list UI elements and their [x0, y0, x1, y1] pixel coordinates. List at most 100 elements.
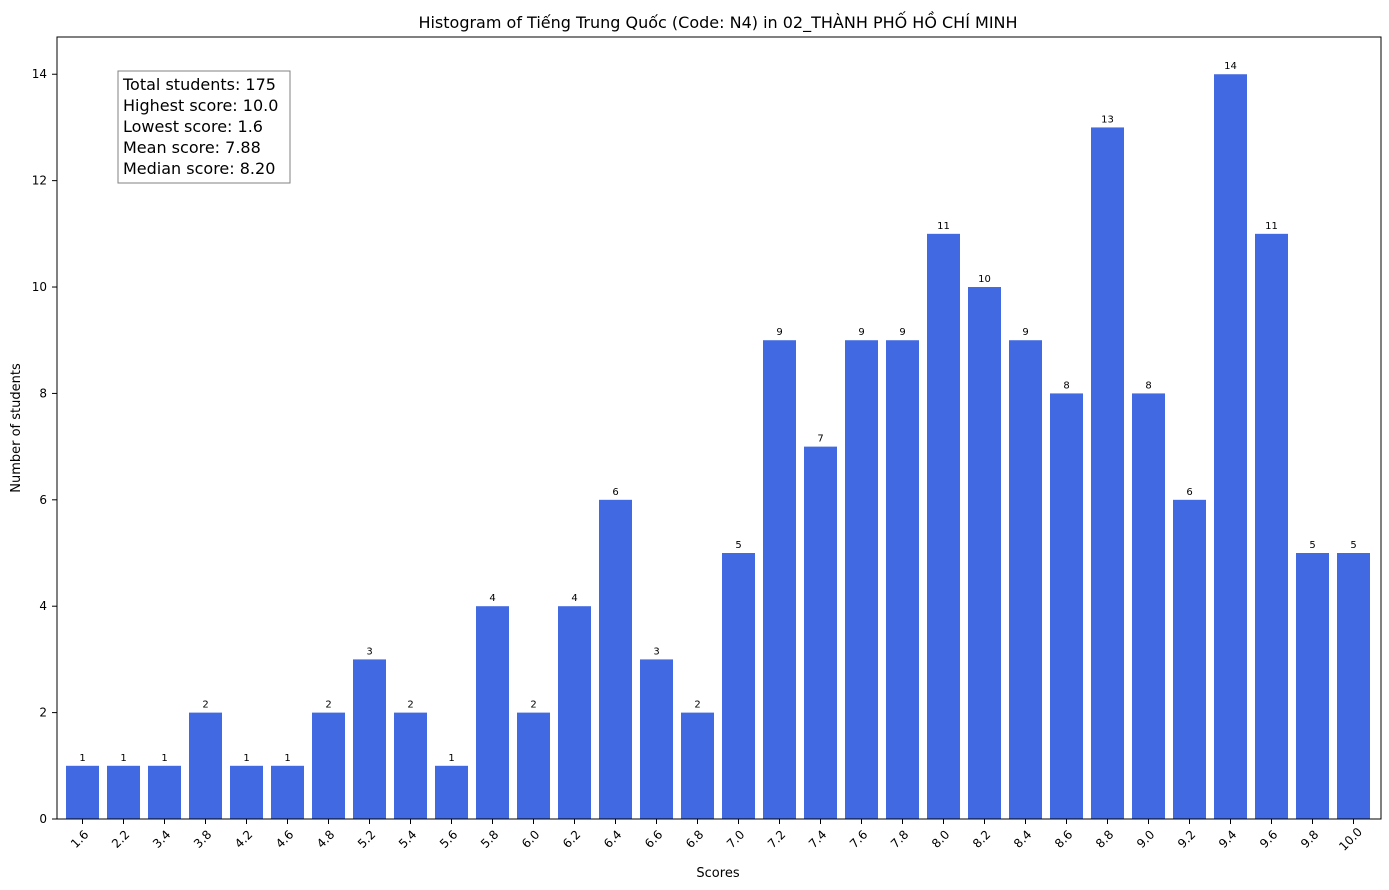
bar-9.2	[1173, 499, 1206, 819]
bar-7.6	[845, 340, 878, 819]
data-label-9.2: 6	[1186, 487, 1192, 498]
bar-10.0	[1337, 553, 1370, 819]
bar-4.2	[230, 765, 263, 819]
data-label-6.2: 4	[571, 593, 577, 604]
data-label-10.0: 5	[1350, 540, 1356, 551]
bar-3.4	[148, 765, 181, 819]
bar-8.2	[968, 287, 1001, 819]
y-tick-label: 6	[39, 493, 47, 507]
data-label-5.8: 4	[489, 593, 495, 604]
x-tick-label: 3.8	[191, 827, 214, 850]
x-tick-label: 6.0	[519, 827, 542, 850]
stats-box: Total students: 175 Highest score: 10.0 …	[117, 70, 291, 184]
bar-6.2	[558, 606, 591, 819]
bar-6.4	[599, 499, 632, 819]
bar-6.8	[681, 712, 714, 819]
x-tick-label: 7.8	[888, 827, 911, 850]
y-axis: 0 2 4 6 8 10 12 14	[32, 67, 57, 826]
x-axis-title: Scores	[696, 866, 739, 881]
bar-7.0	[722, 553, 755, 819]
bar-4.8	[312, 712, 345, 819]
data-label-8.2: 10	[978, 274, 991, 285]
data-label-7.2: 9	[776, 327, 782, 338]
bar-8.6	[1050, 393, 1083, 819]
bar-3.8	[189, 712, 222, 819]
x-tick-label: 4.6	[273, 827, 296, 850]
data-label-9.4: 14	[1224, 61, 1237, 72]
x-tick-label: 6.2	[560, 827, 583, 850]
y-tick-label: 10	[32, 280, 47, 294]
data-label-8.6: 8	[1063, 380, 1069, 391]
y-tick-label: 14	[32, 67, 47, 81]
x-tick-label: 4.2	[232, 827, 255, 850]
bar-5.4	[394, 712, 427, 819]
stats-total-students: Total students: 175	[122, 75, 276, 94]
bar-9.4	[1214, 74, 1247, 819]
stats-lowest-score: Lowest score: 1.6	[123, 117, 263, 136]
data-label-8.8: 13	[1101, 114, 1114, 125]
data-label-9.6: 11	[1265, 221, 1278, 232]
x-tick-label: 9.4	[1216, 827, 1239, 850]
x-tick-label: 5.4	[396, 827, 419, 850]
data-label-5.4: 2	[407, 700, 413, 711]
x-tick-label: 8.4	[1011, 827, 1034, 850]
bar-7.2	[763, 340, 796, 819]
data-label-8.4: 9	[1022, 327, 1028, 338]
bar-5.6	[435, 765, 468, 819]
y-tick-label: 0	[39, 812, 47, 826]
bar-1.6	[66, 765, 99, 819]
data-label-6.0: 2	[530, 700, 536, 711]
bar-4.6	[271, 765, 304, 819]
bar-7.8	[886, 340, 919, 819]
bars-layer	[66, 74, 1370, 820]
bar-5.8	[476, 606, 509, 819]
stats-median-score: Median score: 8.20	[123, 159, 275, 178]
x-tick-label: 8.6	[1052, 827, 1075, 850]
stats-mean-score: Mean score: 7.88	[123, 138, 261, 157]
plot-area-frame	[56, 36, 1382, 820]
data-label-4.8: 2	[325, 700, 331, 711]
x-tick-label: 8.0	[929, 827, 952, 850]
x-tick-label: 5.8	[478, 827, 501, 850]
stats-box-frame	[117, 70, 291, 184]
x-tick-label: 6.8	[683, 827, 706, 850]
data-label-9.8: 5	[1309, 540, 1315, 551]
data-label-1.6: 1	[79, 753, 85, 764]
bar-8.4	[1009, 340, 1042, 819]
data-label-7.8: 9	[899, 327, 905, 338]
data-label-7.4: 7	[817, 434, 823, 445]
data-label-4.2: 1	[243, 753, 249, 764]
data-label-7.6: 9	[858, 327, 864, 338]
bar-8.8	[1091, 127, 1124, 820]
x-tick-label: 10.0	[1336, 825, 1365, 854]
data-label-9.0: 8	[1145, 380, 1151, 391]
y-tick-label: 4	[39, 599, 47, 613]
x-tick-label: 4.8	[314, 827, 337, 850]
data-label-6.8: 2	[694, 700, 700, 711]
data-label-4.6: 1	[284, 753, 290, 764]
bar-6.0	[517, 712, 550, 819]
x-tick-label: 7.2	[765, 827, 788, 850]
x-tick-label: 9.8	[1298, 827, 1321, 850]
y-axis-title: Number of students	[9, 363, 24, 493]
data-label-5.6: 1	[448, 753, 454, 764]
y-tick-label: 8	[39, 386, 47, 400]
data-label-7.0: 5	[735, 540, 741, 551]
chart-title: Histogram of Tiếng Trung Quốc (Code: N4)…	[418, 11, 1017, 33]
x-tick-label: 3.4	[150, 827, 173, 850]
data-label-6.6: 3	[653, 646, 659, 657]
x-tick-label: 5.2	[355, 827, 378, 850]
x-tick-label: 2.2	[109, 827, 132, 850]
bar-9.6	[1255, 233, 1288, 819]
bar-6.6	[640, 659, 673, 819]
stats-highest-score: Highest score: 10.0	[123, 96, 278, 115]
x-tick-label: 7.6	[847, 827, 870, 850]
bar-2.2	[107, 765, 140, 819]
x-tick-label: 6.6	[642, 827, 665, 850]
x-tick-label: 8.2	[970, 827, 993, 850]
data-label-3.8: 2	[202, 700, 208, 711]
bar-9.0	[1132, 393, 1165, 819]
bar-5.2	[353, 659, 386, 819]
